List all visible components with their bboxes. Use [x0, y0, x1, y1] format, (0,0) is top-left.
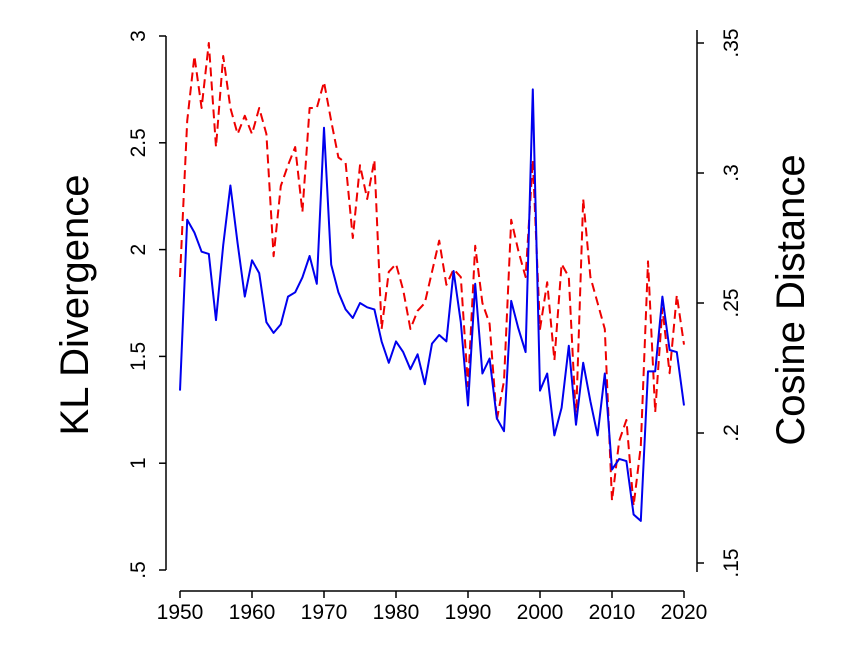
right-y-tick-label: .2 — [720, 424, 743, 442]
x-tick-label: 1990 — [445, 601, 492, 624]
right-y-tick-label: .35 — [720, 28, 743, 57]
left-y-tick-label: .5 — [127, 561, 150, 579]
x-tick-label: 1960 — [229, 601, 276, 624]
right-y-tick-label: .3 — [720, 164, 743, 182]
right-y-tick-label: .25 — [720, 288, 743, 317]
x-tick-label: 2020 — [661, 601, 708, 624]
x-tick-label: 2000 — [517, 601, 564, 624]
kl-divergence-line — [179, 88, 685, 522]
x-tick-label: 1950 — [157, 601, 204, 624]
left-y-ticks: .5 1 1.5 2 2.5 3 — [127, 30, 166, 579]
left-y-tick-label: 1.5 — [127, 342, 150, 371]
axes — [165, 30, 698, 592]
left-y-tick-label: 3 — [127, 30, 150, 42]
left-y-tick-label: 2 — [127, 244, 150, 256]
left-y-tick-label: 1 — [127, 457, 150, 469]
series-lines — [179, 42, 685, 522]
right-y-axis-title: Cosine Distance — [769, 154, 813, 445]
x-tick-label: 2010 — [589, 601, 636, 624]
right-y-tick-label: .15 — [720, 548, 743, 577]
left-y-tick-label: 2.5 — [127, 128, 150, 157]
right-y-ticks: .15 .2 .25 .3 .35 — [697, 28, 743, 578]
x-tick-label: 1980 — [373, 601, 420, 624]
left-y-axis-title: KL Divergence — [53, 175, 97, 436]
x-ticks: 1950 1960 1970 1980 1990 2000 2010 2020 — [157, 591, 708, 624]
x-tick-label: 1970 — [301, 601, 348, 624]
cosine-distance-line — [179, 42, 685, 507]
